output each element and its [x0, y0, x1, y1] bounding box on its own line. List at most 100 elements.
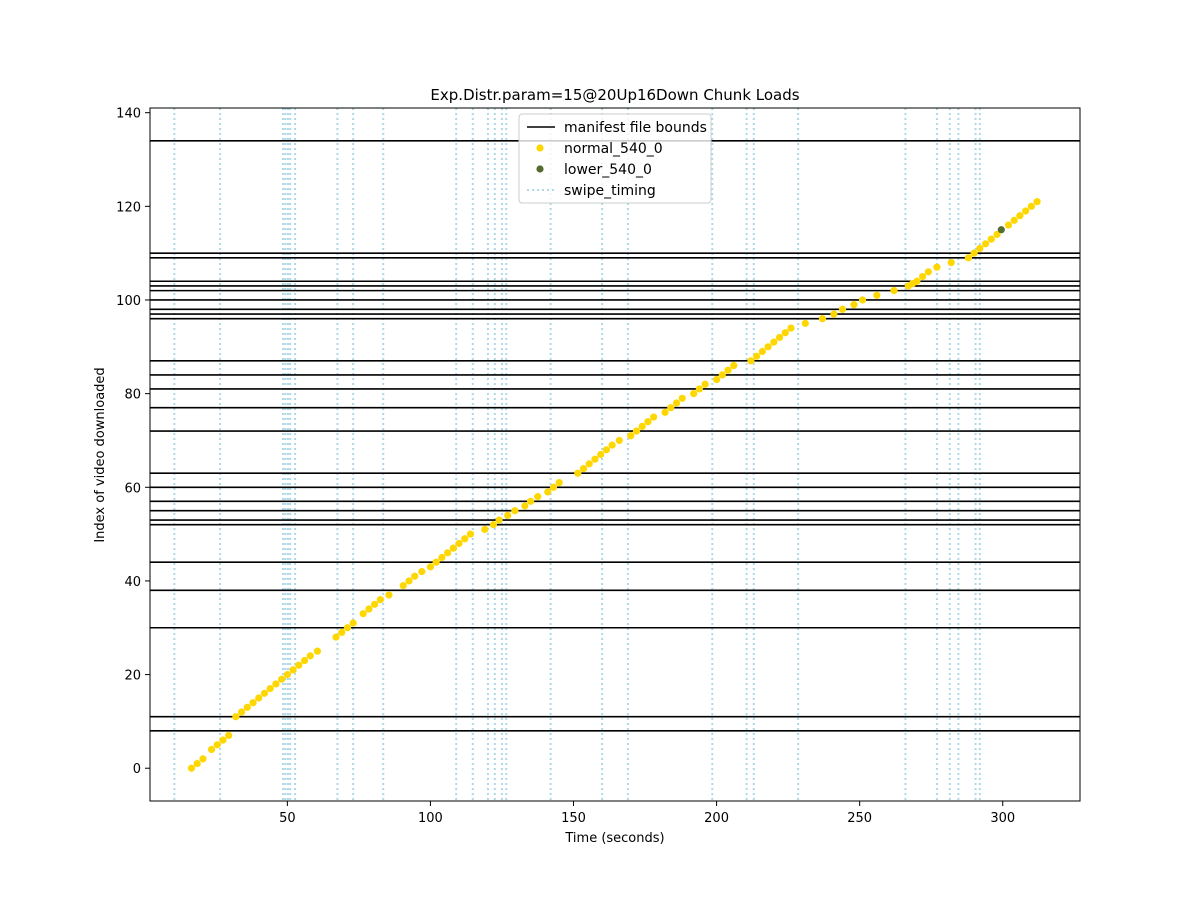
normal-540-point — [712, 375, 721, 384]
normal-540-point — [283, 670, 291, 679]
normal-540-point — [411, 572, 419, 580]
lower-540-point — [997, 226, 1005, 234]
legend: manifest file bounds normal_540_0 lower_54… — [518, 113, 712, 204]
normal-540-point — [481, 525, 489, 534]
normal-540-point — [1010, 216, 1018, 224]
legend-label: normal_540_0 — [564, 141, 663, 157]
normal-540-point — [615, 436, 623, 445]
normal-540-point — [278, 675, 286, 683]
normal-540-point — [207, 745, 216, 754]
y-tick-label: 120 — [116, 200, 141, 215]
normal-540-point — [444, 549, 452, 557]
normal-540-point — [1033, 198, 1041, 206]
normal-540-point — [466, 530, 475, 538]
normal-540-point — [418, 567, 426, 576]
normal-540-point — [349, 619, 357, 627]
normal-540-point — [521, 502, 529, 510]
normal-540-point — [260, 689, 269, 697]
normal-540-point — [579, 464, 588, 473]
normal-540-point — [976, 244, 984, 253]
normal-540-point — [775, 333, 784, 342]
legend-label: swipe_timing — [564, 183, 656, 199]
normal-540-point — [801, 319, 809, 327]
normal-540-point — [511, 507, 519, 515]
normal-540-point — [219, 736, 227, 744]
normal-540-point — [555, 478, 563, 487]
normal-540-point — [787, 324, 795, 332]
normal-540-point — [232, 713, 240, 721]
normal-540-point — [890, 287, 898, 295]
normal-540-point — [332, 633, 340, 641]
plot-frame — [149, 107, 1081, 802]
legend-box — [518, 113, 712, 204]
normal-540-point — [627, 432, 635, 440]
normal-540-point — [987, 235, 995, 243]
y-axis-label: Index of video downloaded — [93, 367, 108, 542]
y-tick-label: 40 — [124, 575, 141, 590]
normal-540-point — [438, 553, 446, 562]
y-tick-label: 20 — [124, 669, 141, 684]
normal-540-point — [249, 699, 257, 707]
normal-540-point — [295, 661, 303, 669]
normal-540-point — [544, 488, 552, 496]
normal-540-point — [343, 624, 352, 632]
normal-540-point — [830, 310, 838, 318]
normal-540-point — [405, 577, 413, 585]
normal-540-point — [449, 544, 457, 552]
normal-540-point — [701, 380, 709, 388]
normal-540-point — [608, 441, 616, 449]
normal-540-point — [818, 315, 827, 323]
normal-540-point — [678, 394, 686, 402]
normal-540-point — [399, 582, 407, 590]
normal-540-point — [313, 647, 321, 655]
normal-540-point — [981, 240, 990, 248]
normal-540-point — [455, 539, 463, 548]
chart-title: Exp.Distr.param=15@20Up16Down Chunk Load… — [430, 86, 799, 104]
normal-540-point — [690, 390, 698, 398]
x-tick-label: 150 — [561, 811, 586, 826]
normal-540-point — [661, 408, 669, 416]
normal-540-point — [858, 296, 867, 304]
normal-540-point — [597, 450, 605, 459]
normal-540-point — [947, 258, 955, 267]
normal-540-point — [574, 469, 582, 477]
normal-540-point — [489, 521, 497, 529]
x-tick-label: 250 — [847, 811, 872, 826]
normal-540-point — [695, 385, 704, 393]
normal-540-point — [504, 511, 512, 519]
normal-540-point — [724, 366, 732, 374]
normal-540-point — [718, 371, 726, 379]
normal-540-point — [426, 563, 435, 571]
normal-540-point — [919, 272, 927, 281]
normal-540-point — [970, 249, 978, 257]
normal-540-point — [638, 422, 646, 431]
legend-dot-swatch — [536, 165, 544, 173]
normal-540-point — [838, 305, 847, 313]
normal-540-point — [753, 352, 761, 360]
normal-540-point — [1022, 207, 1030, 215]
normal-540-point — [672, 399, 681, 407]
normal-540-point — [781, 329, 789, 337]
normal-540-point — [632, 427, 641, 435]
normal-540-point — [237, 708, 246, 716]
normal-540-point — [193, 759, 201, 768]
y-tick-label: 60 — [124, 481, 141, 496]
normal-540-point — [730, 361, 738, 370]
y-tick-label: 140 — [116, 107, 141, 122]
normal-540-point — [591, 455, 599, 463]
axes: 50 100 150 200 250 300 0 20 40 60 80 100 120 140 — [116, 107, 1015, 826]
normal-540-point — [338, 628, 346, 637]
normal-540-point — [650, 413, 658, 421]
legend-dot-swatch — [536, 144, 544, 152]
normal-540-point — [933, 263, 941, 271]
normal-540-point — [266, 685, 274, 693]
normal-540-point — [306, 652, 314, 660]
normal-540-point — [187, 764, 196, 772]
normal-540-point — [667, 404, 675, 412]
normal-540-point — [376, 596, 384, 604]
normal-540-point — [585, 460, 593, 468]
normal-540-point — [213, 741, 221, 749]
normal-540-point — [1004, 221, 1013, 229]
x-axis-label: Time (seconds) — [564, 831, 664, 846]
